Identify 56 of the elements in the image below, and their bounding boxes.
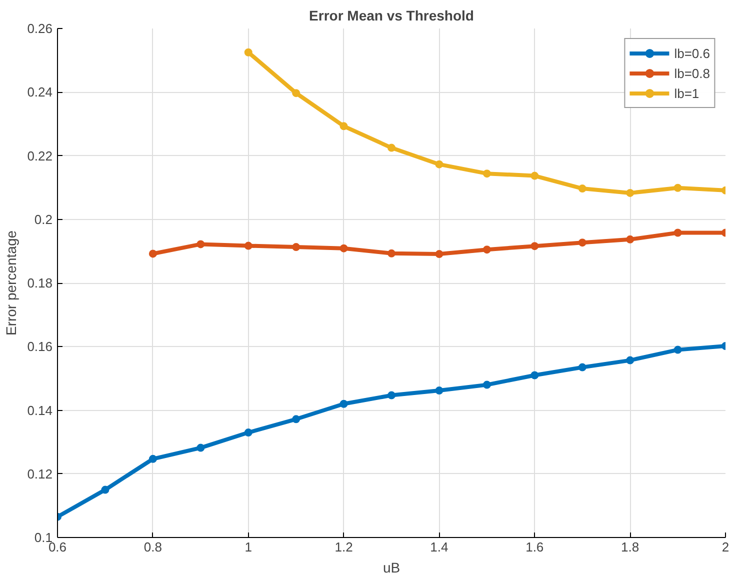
point [578,184,586,193]
x-axis-title: uB [382,560,400,576]
point [530,242,539,250]
point [292,415,300,424]
legend-label: lb=1 [674,86,700,100]
point [292,89,300,98]
point [388,144,396,152]
point [340,122,348,130]
point [244,428,252,437]
legend-label: lb=0.6 [674,46,710,60]
point [674,184,682,192]
y-tick-label: 0.26 [27,21,53,36]
x-tick-label: 1.4 [430,540,448,554]
point [148,454,157,463]
point [626,188,634,197]
point [578,238,586,247]
point [482,170,491,178]
y-tick-label: 0.14 [27,402,53,418]
point [435,386,444,395]
point [435,250,444,258]
y-tick-label: 0.22 [27,148,53,164]
point [530,371,539,380]
point [482,246,491,254]
legend-label: lb=0.8 [674,66,710,80]
point [435,160,444,168]
y-tick-label: 0.12 [27,466,53,482]
point [626,235,634,244]
y-tick-label: 0.18 [27,276,53,290]
chart-title: Error Mean vs Threshold [309,8,474,24]
x-tick-label: 1.8 [621,540,640,554]
point [244,242,252,250]
point [626,356,634,364]
x-tick-label: 2 [722,540,730,554]
point [101,486,110,494]
point [482,380,491,389]
point [674,346,682,354]
point [578,363,586,372]
point [340,244,348,252]
point [674,228,682,237]
y-tick-label: 0.24 [27,84,53,100]
y-axis-title: Error percentage [3,230,20,336]
point [196,240,205,248]
point [292,243,300,252]
point [340,400,348,408]
point [148,250,157,258]
x-tick-label: 1 [244,540,252,554]
x-tick-label: 0.8 [144,540,162,554]
point [388,249,396,258]
point [530,172,539,180]
point [244,48,252,56]
x-tick-label: 1.2 [334,540,353,554]
y-tick-label: 0.16 [27,339,53,354]
point [196,444,205,452]
x-tick-label: 1.6 [526,540,544,554]
y-tick-label: 0.2 [34,212,53,227]
point [388,391,396,400]
